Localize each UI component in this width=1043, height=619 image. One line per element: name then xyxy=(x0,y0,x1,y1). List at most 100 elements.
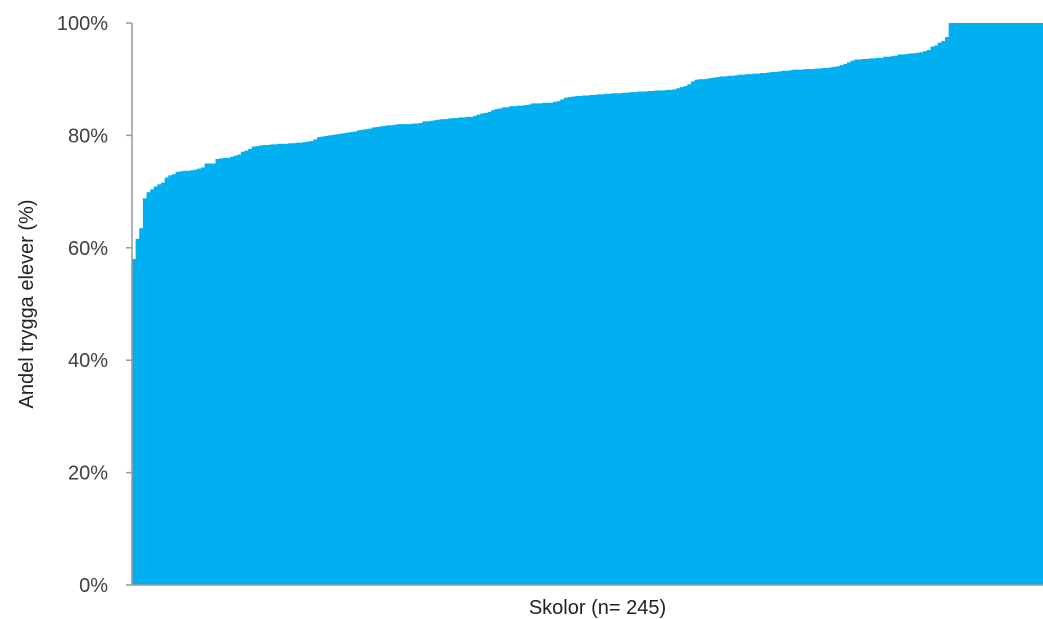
bar xyxy=(984,23,990,585)
bar xyxy=(614,93,619,585)
bar xyxy=(560,99,565,585)
bar xyxy=(785,70,790,585)
bar xyxy=(324,135,329,585)
bar xyxy=(505,107,511,586)
bar xyxy=(146,192,151,586)
bar xyxy=(132,259,137,585)
y-tick-label: 40% xyxy=(68,350,108,372)
bar xyxy=(444,119,449,586)
bar xyxy=(291,143,296,585)
bar xyxy=(999,23,1004,585)
bar xyxy=(788,70,794,585)
bar xyxy=(523,105,529,585)
bar xyxy=(277,143,282,585)
bar xyxy=(259,145,264,586)
bar xyxy=(153,186,159,586)
bar xyxy=(901,54,906,586)
bar xyxy=(600,94,605,586)
bar xyxy=(371,127,376,586)
bar xyxy=(676,88,681,585)
bar xyxy=(484,112,489,586)
bar xyxy=(389,125,394,585)
bar xyxy=(596,94,601,586)
bar xyxy=(847,62,852,585)
bar xyxy=(200,167,206,585)
bar xyxy=(752,73,757,585)
bar xyxy=(451,117,456,585)
bar xyxy=(469,116,474,585)
bar xyxy=(208,163,213,585)
bar xyxy=(974,23,979,585)
bar xyxy=(832,66,837,585)
bar xyxy=(734,75,739,586)
bar xyxy=(774,71,779,586)
bar xyxy=(1017,23,1022,585)
bar xyxy=(164,177,169,586)
bar xyxy=(934,45,939,586)
bar xyxy=(963,23,968,585)
bar xyxy=(309,141,315,585)
bar xyxy=(516,105,521,585)
bar xyxy=(494,108,500,586)
bar xyxy=(171,174,177,586)
bar xyxy=(759,73,765,585)
bar xyxy=(407,124,413,585)
bar xyxy=(796,69,801,586)
bar xyxy=(135,238,140,586)
bar xyxy=(912,53,917,585)
bar xyxy=(364,129,369,585)
bar xyxy=(894,55,899,585)
bar xyxy=(331,134,336,585)
bar xyxy=(683,85,688,585)
bar xyxy=(701,79,707,585)
bar xyxy=(288,143,293,585)
bar xyxy=(694,79,699,586)
bar xyxy=(190,170,195,585)
bar xyxy=(923,51,928,586)
bar xyxy=(226,157,231,585)
bar xyxy=(273,144,278,585)
bar xyxy=(538,103,543,585)
bar xyxy=(941,40,946,585)
bar xyxy=(353,131,358,585)
bar xyxy=(792,69,797,586)
bar xyxy=(182,170,188,585)
bar xyxy=(970,23,975,585)
bar xyxy=(317,137,322,585)
bar xyxy=(828,67,834,585)
bar xyxy=(850,60,855,586)
bar xyxy=(1035,23,1040,585)
bar xyxy=(509,106,514,586)
bar xyxy=(269,144,275,585)
bar xyxy=(139,228,144,585)
bar xyxy=(839,65,844,585)
bar xyxy=(306,141,311,585)
bar xyxy=(215,159,220,585)
bar xyxy=(883,56,888,586)
bar xyxy=(222,157,227,585)
bar xyxy=(886,56,892,586)
bar xyxy=(611,93,616,585)
bar xyxy=(879,57,884,586)
bar xyxy=(919,52,924,585)
bar xyxy=(836,66,841,586)
bar xyxy=(342,133,347,586)
bar xyxy=(843,64,848,585)
bar xyxy=(150,189,155,586)
bar xyxy=(607,93,612,585)
bar xyxy=(745,74,750,585)
bar xyxy=(690,81,696,585)
bar xyxy=(1006,23,1011,585)
bar xyxy=(367,128,373,585)
bar xyxy=(433,120,438,585)
bar xyxy=(945,37,950,586)
bar xyxy=(476,114,482,585)
bar xyxy=(988,23,993,585)
bar xyxy=(251,146,257,585)
bar xyxy=(807,69,812,586)
bar xyxy=(937,42,942,586)
bar xyxy=(418,123,423,585)
bar xyxy=(955,23,961,585)
bar xyxy=(284,143,289,585)
